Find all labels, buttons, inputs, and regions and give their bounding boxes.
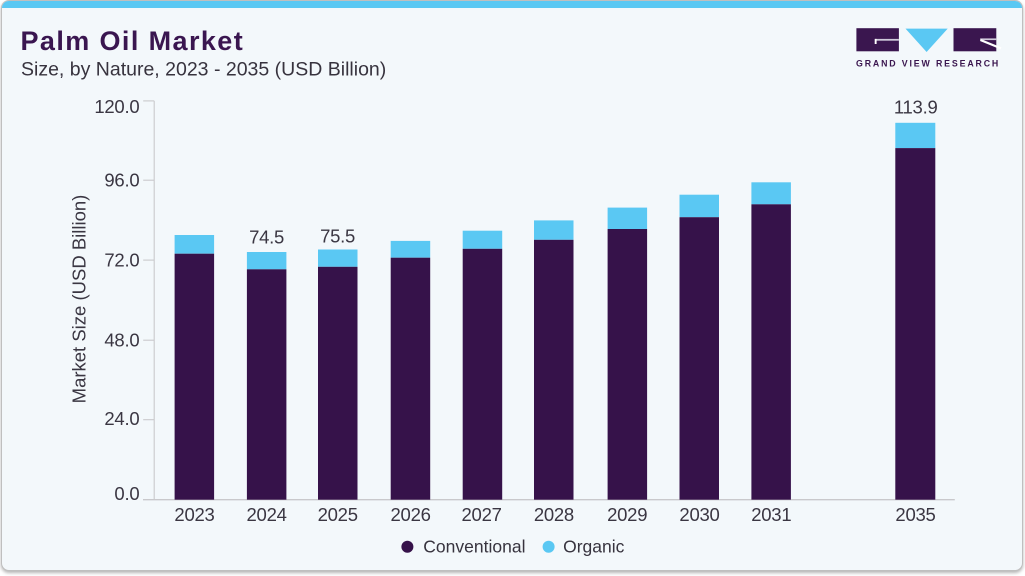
- svg-text:Conventional: Conventional: [423, 537, 525, 557]
- svg-text:2027: 2027: [462, 504, 502, 525]
- svg-text:113.9: 113.9: [894, 96, 938, 117]
- svg-text:72.0: 72.0: [104, 249, 139, 270]
- svg-text:96.0: 96.0: [104, 169, 139, 190]
- svg-text:2031: 2031: [751, 504, 791, 525]
- svg-text:2030: 2030: [679, 504, 719, 525]
- svg-text:2028: 2028: [534, 504, 574, 525]
- svg-text:24.0: 24.0: [104, 408, 139, 429]
- svg-text:2023: 2023: [174, 504, 214, 525]
- svg-text:Palm Oil Market: Palm Oil Market: [21, 26, 245, 56]
- svg-text:Market Size (USD Billion): Market Size (USD Billion): [69, 195, 90, 404]
- svg-text:2025: 2025: [318, 504, 358, 525]
- svg-text:GRAND VIEW RESEARCH: GRAND VIEW RESEARCH: [856, 59, 1000, 69]
- svg-text:2026: 2026: [391, 504, 431, 525]
- svg-text:Organic: Organic: [563, 537, 625, 557]
- svg-text:Size, by Nature, 2023 - 2035 (: Size, by Nature, 2023 - 2035 (USD Billio…: [21, 58, 386, 80]
- svg-text:2035: 2035: [895, 504, 935, 525]
- svg-text:0.0: 0.0: [114, 483, 139, 504]
- svg-text:75.5: 75.5: [320, 226, 355, 247]
- svg-text:74.5: 74.5: [249, 226, 284, 247]
- svg-text:48.0: 48.0: [104, 330, 139, 351]
- svg-text:120.0: 120.0: [94, 96, 139, 117]
- svg-text:2024: 2024: [247, 504, 287, 525]
- svg-text:2029: 2029: [607, 504, 647, 525]
